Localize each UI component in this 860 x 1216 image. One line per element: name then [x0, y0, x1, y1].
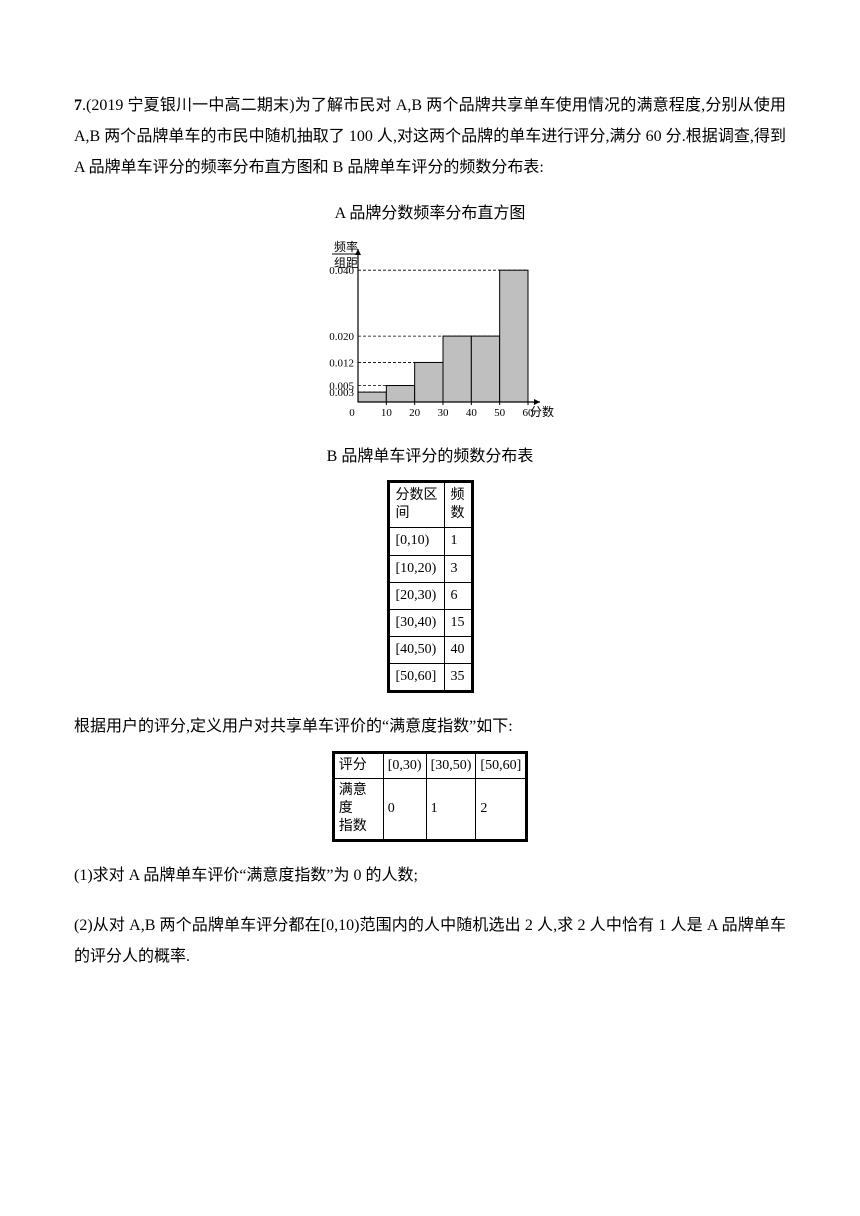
cell: [0,10)	[388, 528, 444, 555]
cell: 1	[426, 778, 476, 841]
cell: 15	[444, 609, 472, 636]
cell: [10,20)	[388, 555, 444, 582]
svg-text:0.012: 0.012	[329, 357, 354, 369]
col-header-r3: [50,60]	[476, 752, 527, 778]
svg-text:0.005: 0.005	[329, 380, 354, 392]
histogram-a-svg: 0.0030.0050.0120.0200.0400102030405060频率…	[300, 237, 560, 427]
histogram-a: 0.0030.0050.0120.0200.0400102030405060频率…	[74, 237, 786, 427]
table-row: [30,40)15	[388, 609, 472, 636]
svg-text:30: 30	[438, 407, 450, 419]
svg-text:10: 10	[381, 407, 393, 419]
table-row: 分数区 间 频 数	[388, 481, 472, 527]
table-sat-wrap: 评分 [0,30) [30,50) [50,60] 满意度 指数 0 1 2	[74, 751, 786, 843]
cell: 2	[476, 778, 527, 841]
cell: 3	[444, 555, 472, 582]
svg-text:0: 0	[349, 407, 355, 419]
cell: 40	[444, 637, 472, 664]
cell: 35	[444, 664, 472, 692]
question-2: (2)从对 A,B 两个品牌单车评分都在[0,10)范围内的人中随机选出 2 人…	[74, 910, 786, 972]
col-header-freq: 频 数	[444, 481, 472, 527]
question-1: (1)求对 A 品牌单车评价“满意度指数”为 0 的人数;	[74, 860, 786, 891]
para-satisfaction-def: 根据用户的评分,定义用户对共享单车评价的“满意度指数”如下:	[74, 711, 786, 742]
cell: 6	[444, 582, 472, 609]
problem-source-text: .(2019 宁夏银川一中高二期末)为了解市民对 A,B 两个品牌共享单车使用情…	[74, 97, 786, 176]
svg-text:0.020: 0.020	[329, 331, 354, 343]
cell: [50,60]	[388, 664, 444, 692]
svg-text:20: 20	[409, 407, 421, 419]
table-row: 评分 [0,30) [30,50) [50,60]	[333, 752, 526, 778]
table-b-title: B 品牌单车评分的频数分布表	[74, 441, 786, 472]
table-row: [0,10)1	[388, 528, 472, 555]
col-header-interval: 分数区 间	[388, 481, 444, 527]
col-header-score: 评分	[333, 752, 383, 778]
cell: [30,40)	[388, 609, 444, 636]
cell: 0	[383, 778, 426, 841]
problem-statement: 7.(2019 宁夏银川一中高二期末)为了解市民对 A,B 两个品牌共享单车使用…	[74, 90, 786, 184]
col-header-r2: [30,50)	[426, 752, 476, 778]
histogram-a-title: A 品牌分数频率分布直方图	[74, 198, 786, 229]
svg-text:频率: 频率	[334, 239, 358, 254]
cell: 1	[444, 528, 472, 555]
table-row: [10,20)3	[388, 555, 472, 582]
table-row: [20,30)6	[388, 582, 472, 609]
cell: [20,30)	[388, 582, 444, 609]
svg-text:50: 50	[494, 407, 506, 419]
table-row: [40,50)40	[388, 637, 472, 664]
table-satisfaction: 评分 [0,30) [30,50) [50,60] 满意度 指数 0 1 2	[332, 751, 528, 843]
problem-number: 7	[74, 97, 82, 114]
svg-text:组距: 组距	[334, 256, 358, 270]
svg-text:40: 40	[466, 407, 478, 419]
svg-text:分数: 分数	[530, 404, 554, 419]
cell: [40,50)	[388, 637, 444, 664]
table-b-wrap: 分数区 间 频 数 [0,10)1 [10,20)3 [20,30)6 [30,…	[74, 480, 786, 694]
table-row: 满意度 指数 0 1 2	[333, 778, 526, 841]
table-b: 分数区 间 频 数 [0,10)1 [10,20)3 [20,30)6 [30,…	[387, 480, 474, 694]
row-header-sat: 满意度 指数	[333, 778, 383, 841]
table-row: [50,60]35	[388, 664, 472, 692]
col-header-r1: [0,30)	[383, 752, 426, 778]
